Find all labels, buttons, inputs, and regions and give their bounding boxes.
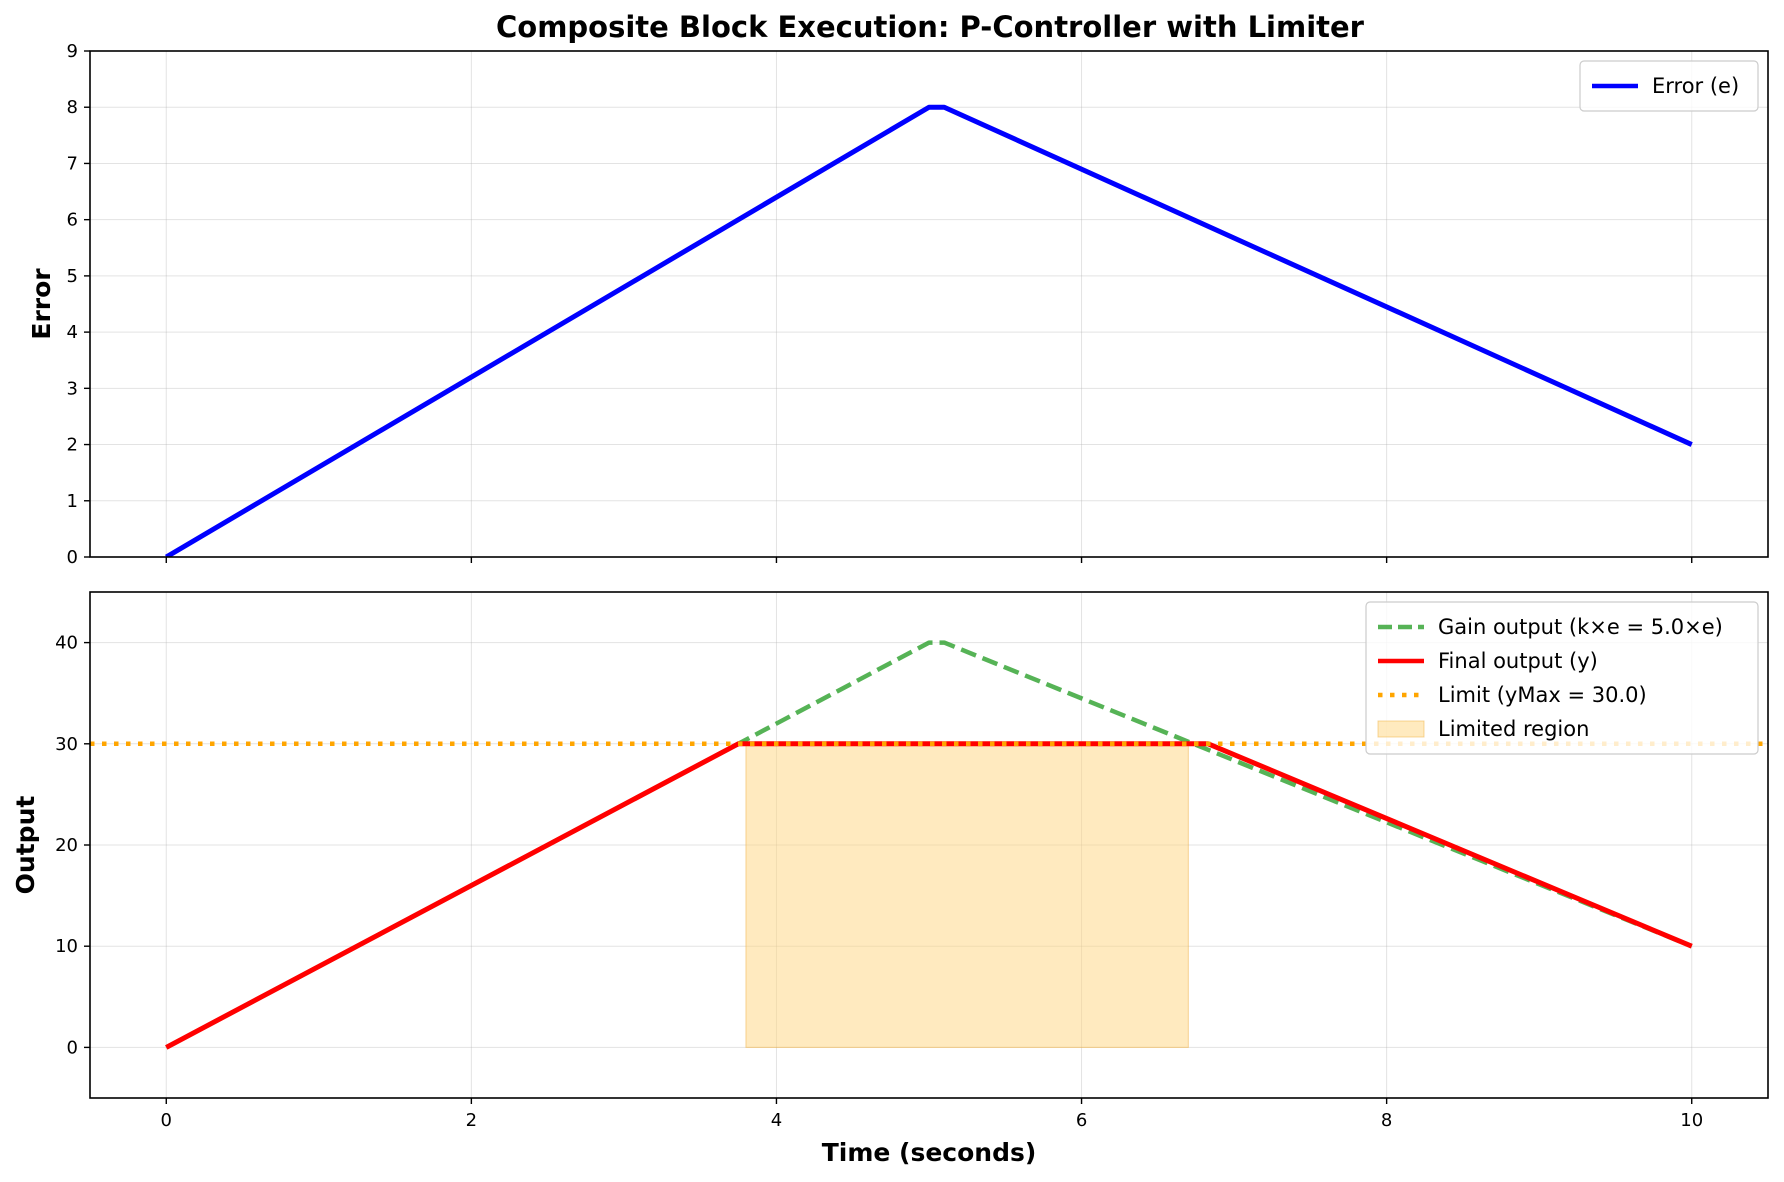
y-tick-label: 0 [67, 1037, 78, 1058]
legend: Error (e) [1579, 60, 1759, 112]
y-tick-label: 3 [67, 378, 78, 399]
y-tick-label: 10 [55, 936, 78, 957]
legend-entry-label: Error (e) [1652, 74, 1739, 98]
x-tick-label: 10 [1680, 1110, 1703, 1131]
output-subplot: 0 2 4 6 8 10 0 10 20 30 40 Output Time (seconds) Gain… [11, 591, 1769, 1167]
y-axis-label: Output [11, 796, 40, 895]
y-axis-label: Error [27, 268, 56, 340]
legend: Gain output (k×e = 5.0×e) Final output (y… [1365, 601, 1759, 755]
y-tick-label: 30 [55, 734, 78, 755]
final-output-line [165, 741, 1693, 1050]
legend-frame [1579, 60, 1759, 112]
legend-entry-label: Gain output (k×e = 5.0×e) [1438, 615, 1723, 639]
y-tick-label: 40 [55, 633, 78, 654]
x-tick-label: 8 [1381, 1110, 1392, 1131]
x-tick-label: 2 [466, 1110, 477, 1131]
error-subplot: 0 1 2 3 4 5 6 7 8 9 Error Error (e) [27, 41, 1769, 568]
y-tick-label: 6 [67, 210, 78, 231]
x-tick-label: 4 [771, 1110, 782, 1131]
y-tick-label: 0 [67, 547, 78, 568]
plot-area [90, 640, 1768, 1050]
legend-handle-limited-region [1377, 720, 1425, 738]
y-tick-label: 4 [67, 322, 78, 343]
limited-region-fill [745, 743, 1189, 1048]
y-tick-label: 7 [67, 153, 78, 174]
plot-area [165, 104, 1693, 557]
error-line [165, 104, 1693, 557]
y-tick-label: 9 [67, 41, 78, 62]
y-tick-label: 1 [67, 491, 78, 512]
axes-frame [89, 50, 1769, 558]
x-tick-label: 0 [161, 1110, 172, 1131]
legend-entry-label: Limit (yMax = 30.0) [1438, 683, 1647, 707]
y-tick-label: 20 [55, 835, 78, 856]
legend-frame [1365, 601, 1759, 755]
x-axis-label: Time (seconds) [822, 1138, 1037, 1167]
legend-entry-label: Final output (y) [1438, 649, 1598, 673]
y-tick-label: 5 [67, 266, 78, 287]
y-tick-label: 2 [67, 435, 78, 456]
chart-title: Composite Block Execution: P-Controller … [496, 10, 1365, 44]
legend-entry-label: Limited region [1438, 717, 1589, 741]
x-tick-label: 6 [1076, 1110, 1087, 1131]
y-tick-label: 8 [67, 97, 78, 118]
